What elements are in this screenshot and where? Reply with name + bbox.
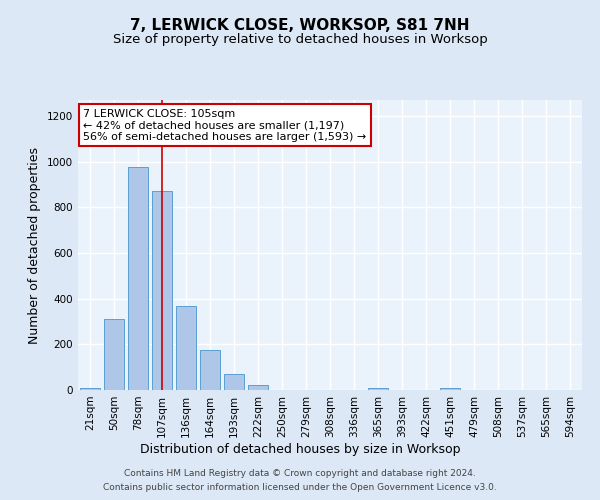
Text: Contains public sector information licensed under the Open Government Licence v3: Contains public sector information licen… xyxy=(103,484,497,492)
Text: Contains HM Land Registry data © Crown copyright and database right 2024.: Contains HM Land Registry data © Crown c… xyxy=(124,468,476,477)
Bar xyxy=(176,306,196,390)
Bar xyxy=(128,168,148,390)
Bar xyxy=(224,374,244,390)
Bar xyxy=(104,319,124,390)
Y-axis label: Number of detached properties: Number of detached properties xyxy=(28,146,41,344)
Bar xyxy=(440,388,460,390)
Text: Size of property relative to detached houses in Worksop: Size of property relative to detached ho… xyxy=(113,32,487,46)
Bar xyxy=(152,192,172,390)
Bar xyxy=(80,388,100,390)
Bar xyxy=(248,386,268,390)
Bar xyxy=(368,388,388,390)
Text: 7 LERWICK CLOSE: 105sqm
← 42% of detached houses are smaller (1,197)
56% of semi: 7 LERWICK CLOSE: 105sqm ← 42% of detache… xyxy=(83,108,366,142)
Text: Distribution of detached houses by size in Worksop: Distribution of detached houses by size … xyxy=(140,444,460,456)
Bar xyxy=(200,350,220,390)
Text: 7, LERWICK CLOSE, WORKSOP, S81 7NH: 7, LERWICK CLOSE, WORKSOP, S81 7NH xyxy=(130,18,470,32)
